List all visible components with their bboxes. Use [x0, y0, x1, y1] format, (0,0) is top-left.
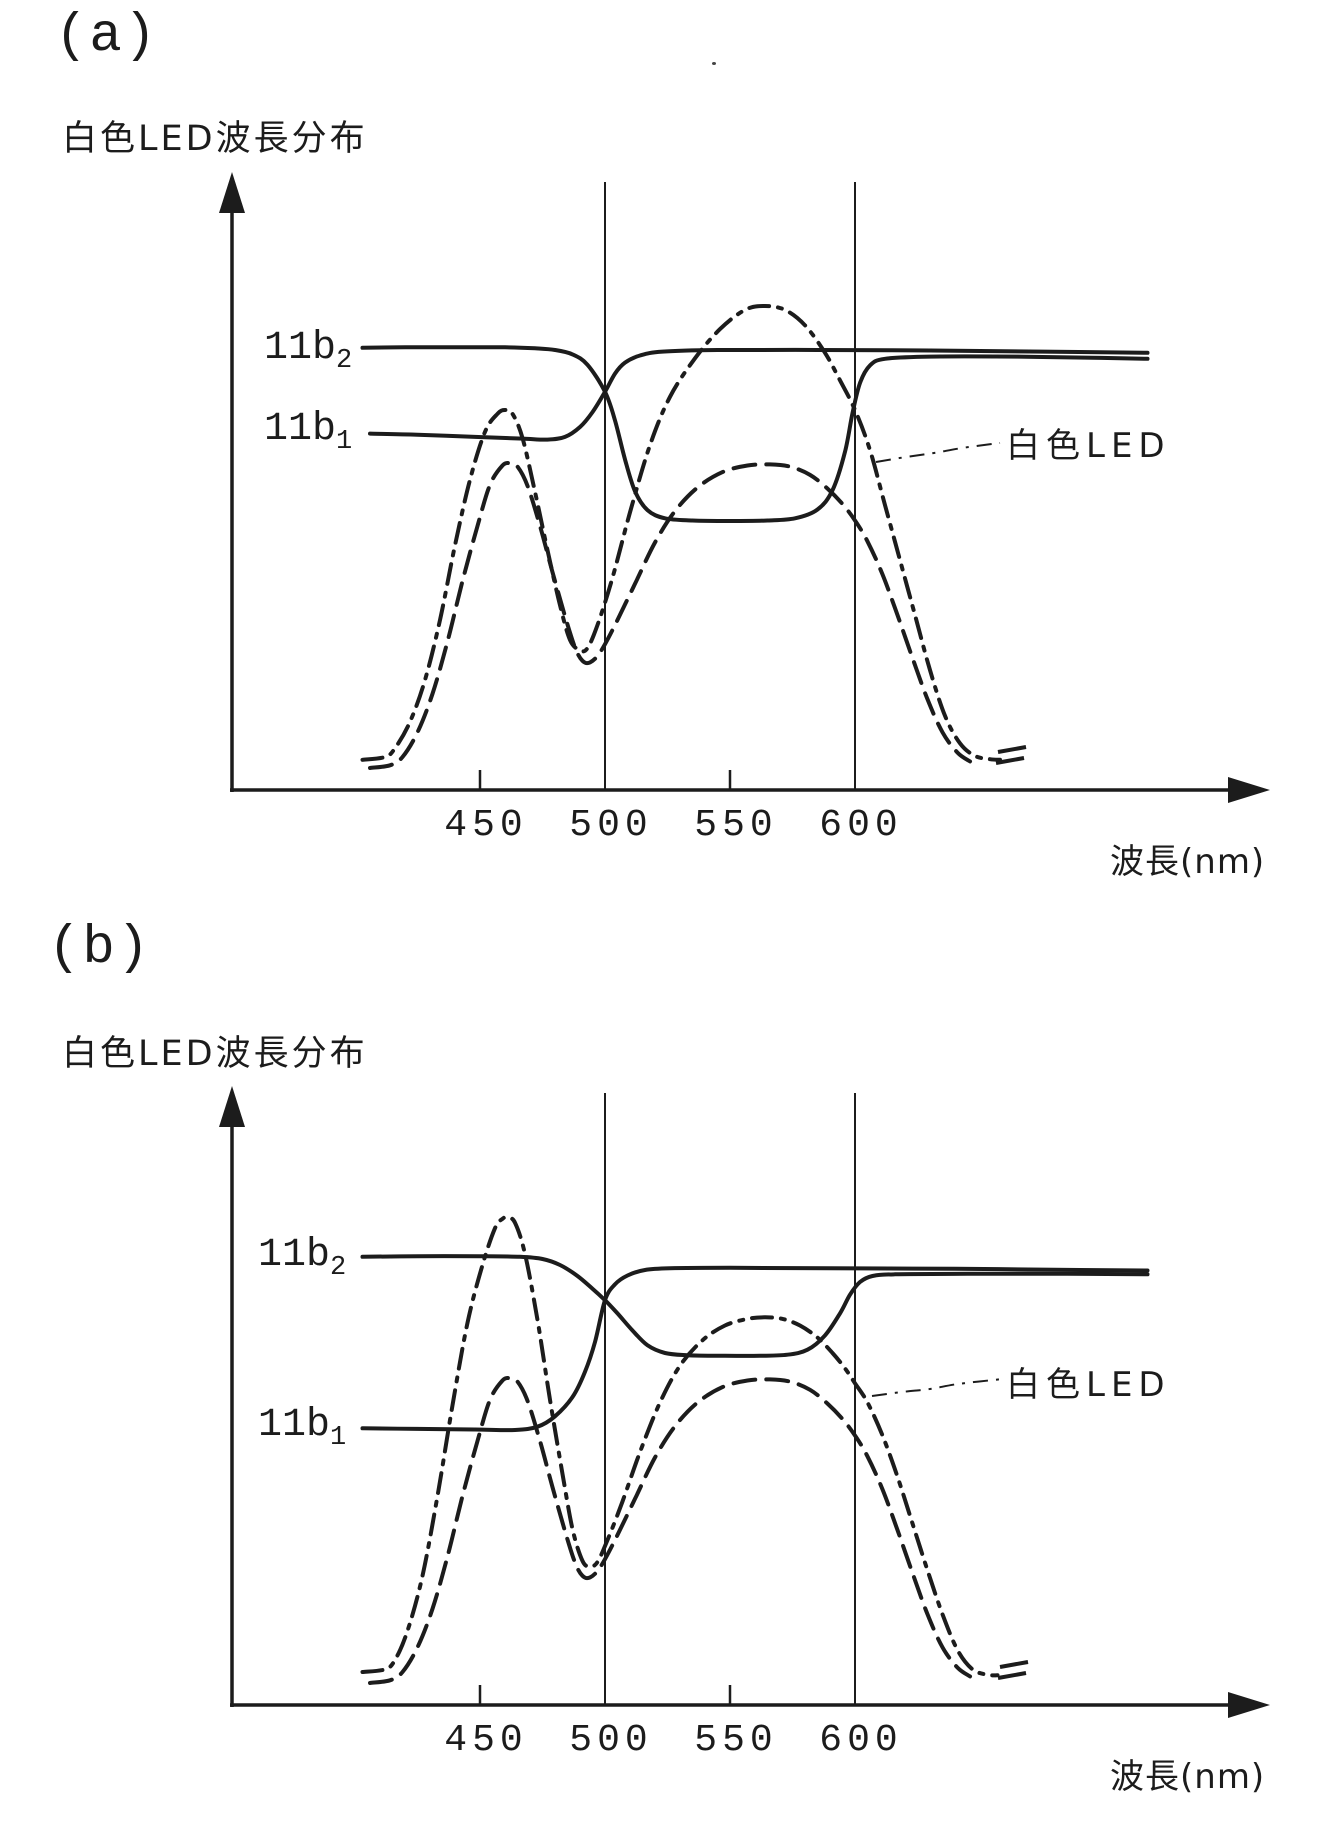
panel-a-x-axis-label: 波長(nm)	[1110, 842, 1266, 882]
panel-b-tick-label-450: 450	[444, 1719, 528, 1762]
panel-a-approx-mark-0	[997, 745, 1027, 754]
panel-b-label-11b1: 11b1	[258, 1403, 347, 1453]
panel-a-label-11b2: 11b2	[264, 326, 353, 376]
panel-b-led-label-leader	[871, 1378, 1004, 1397]
panel-b-curve-11b2	[360, 1254, 1150, 1358]
panel-b-x-axis-label: 波長(nm)	[1110, 1757, 1266, 1797]
panel-a-curve-white-led	[360, 303, 1002, 762]
panel-b-x-axis-arrow-icon	[1228, 1692, 1270, 1718]
panel-b-approx-mark-0	[999, 1660, 1029, 1669]
panel-a-tick-label-500: 500	[569, 804, 653, 847]
panel-a-title: 白色LED波長分布	[62, 119, 368, 159]
panel-b-marker: (b)	[48, 918, 152, 979]
panel-b-label-11b2: 11b2	[258, 1233, 347, 1283]
panel-a-x-axis-arrow-icon	[1228, 777, 1270, 803]
panel-b-title: 白色LED波長分布	[62, 1034, 368, 1074]
panel-a-marker: (a)	[55, 6, 159, 67]
panel-a-curve-11b2	[360, 345, 1150, 523]
panel-a-white-led-label: 白色LED	[1006, 426, 1171, 466]
panel-b-approx-mark-1	[997, 1671, 1027, 1680]
panel-a-led-label-leader	[875, 442, 1001, 463]
panel-b-tick-label-600: 600	[819, 1719, 903, 1762]
panel-b-curve-white-led	[360, 1215, 1000, 1678]
panel-a-tick-label-550: 550	[694, 804, 778, 847]
panel-a-tick-label-600: 600	[819, 804, 903, 847]
panel-b-curve-white-led-secondary	[368, 1375, 972, 1685]
panel-b-y-axis-arrow-icon	[219, 1086, 245, 1127]
panel-b-curve-11b1	[360, 1265, 1150, 1433]
panel-a-tick-label-450: 450	[444, 804, 528, 847]
panel-a-y-axis-arrow-icon	[219, 172, 245, 213]
panel-b-tick-label-550: 550	[694, 1719, 778, 1762]
panel-b-white-led-label: 白色LED	[1006, 1365, 1171, 1405]
panel-a-label-11b1: 11b1	[264, 407, 353, 457]
scan-artifact-dot	[712, 62, 716, 65]
panel-a-curve-white-led-secondary	[368, 460, 972, 770]
panel-a-approx-mark-1	[995, 756, 1025, 765]
panel-b-tick-label-500: 500	[569, 1719, 653, 1762]
